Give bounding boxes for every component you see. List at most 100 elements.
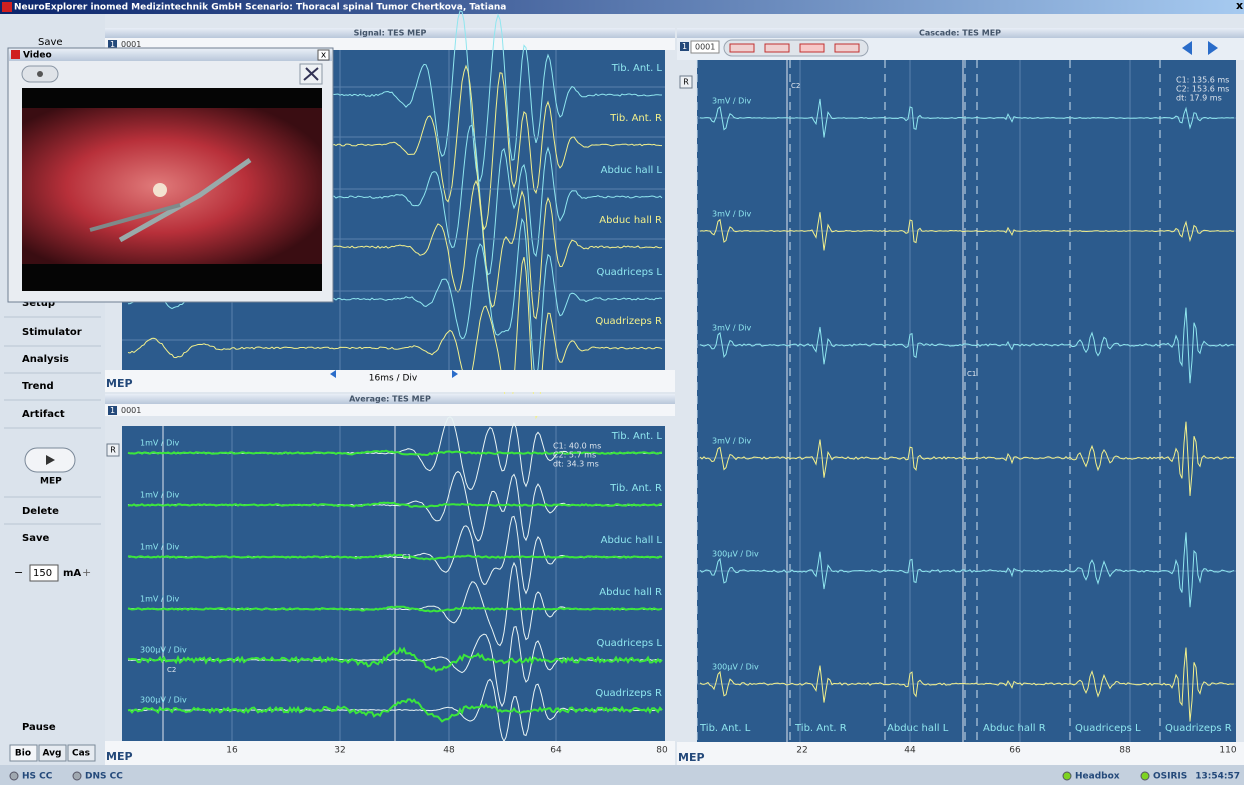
waveform <box>127 646 663 673</box>
prev-arrow[interactable] <box>330 370 336 378</box>
menu-item[interactable]: Trend <box>22 381 54 392</box>
waveform <box>127 256 663 420</box>
plot-area <box>122 426 665 741</box>
panel-header <box>105 28 675 38</box>
scale-label: 1mV / Div <box>140 491 180 500</box>
video-icon <box>11 50 20 59</box>
tab-label: Avg <box>43 749 62 759</box>
tab-label: Bio <box>15 749 31 759</box>
scale-label: 1mV / Div <box>140 543 180 552</box>
highlight <box>153 183 167 197</box>
id-badge <box>680 42 689 51</box>
record-id: 0001 <box>695 43 715 52</box>
panel-footer <box>677 742 1244 765</box>
cursor-marker: C2 <box>167 666 176 674</box>
view-button[interactable] <box>729 43 755 53</box>
channel-label: Abduc hall L <box>601 535 663 546</box>
prev-arrow[interactable] <box>1182 41 1192 55</box>
channel-label: Tib. Ant. R <box>609 483 662 494</box>
x-axis-label: 80 <box>656 746 668 756</box>
settings-icon <box>303 67 319 81</box>
tab[interactable] <box>67 744 96 762</box>
mep-label: MEP <box>40 477 62 487</box>
title-bar <box>0 0 1244 14</box>
channel-label: Abduc hall R <box>599 215 662 226</box>
scale-label: 3mV / Div <box>712 324 752 333</box>
status-led <box>1062 771 1072 781</box>
video-close[interactable]: x <box>321 51 327 61</box>
waveform <box>127 501 662 509</box>
current-plus[interactable]: + <box>82 566 91 579</box>
tab[interactable] <box>9 744 38 762</box>
video-titlebar <box>9 49 332 61</box>
channel-label: Quadrizeps R <box>595 688 662 699</box>
waveform <box>699 98 1235 138</box>
scale-label: 300µV / Div <box>712 663 759 672</box>
time-scale: 16ms / Div <box>369 374 418 384</box>
channel-label: Abduc hall R <box>983 723 1046 734</box>
scrollbar <box>1236 60 1244 742</box>
action-item[interactable]: Save <box>22 533 49 544</box>
current-minus[interactable]: − <box>14 566 23 579</box>
view-button[interactable] <box>834 43 860 53</box>
current-input[interactable] <box>29 564 59 582</box>
menu-item[interactable]: Artifact <box>22 409 65 420</box>
mep-tag: MEP <box>678 751 705 764</box>
next-arrow[interactable] <box>1208 41 1218 55</box>
menu-item[interactable]: Setup <box>22 298 55 309</box>
menu-item[interactable]: Analysis <box>22 354 69 365</box>
id-number: 1 <box>110 40 115 49</box>
panel-footer <box>105 741 675 765</box>
waveform <box>127 605 663 613</box>
cursor-marker: C1 <box>967 370 976 378</box>
channel-label: Quadrizeps R <box>595 316 662 327</box>
status-led <box>1140 771 1150 781</box>
view-button[interactable] <box>764 43 790 53</box>
close-button[interactable]: x <box>1236 0 1243 12</box>
waveform <box>127 698 663 723</box>
scale-label: 1mV / Div <box>140 439 180 448</box>
video-close-box <box>317 49 330 61</box>
waveform <box>128 553 663 561</box>
x-axis-label: 88 <box>1119 746 1131 756</box>
scale-label: 1mV / Div <box>140 595 180 604</box>
status-left: HS CC <box>22 772 53 782</box>
next-arrow[interactable] <box>452 370 458 378</box>
video-title: Video <box>23 51 52 61</box>
channel-label: Tib. Ant. L <box>611 63 663 74</box>
status-right: Headbox <box>1075 772 1120 782</box>
r-button <box>106 443 120 457</box>
panel-header <box>105 394 675 404</box>
panel-subheader <box>105 38 675 50</box>
app-icon <box>2 2 12 12</box>
tab[interactable] <box>38 744 67 762</box>
channel-label: Quadriceps L <box>1075 723 1141 734</box>
waveform <box>127 449 663 457</box>
scale-label: 3mV / Div <box>712 437 752 446</box>
status-bar <box>0 765 1244 785</box>
x-axis-label: 110 <box>1219 746 1236 756</box>
plot-area <box>697 60 1236 742</box>
r-label: R <box>110 446 116 455</box>
action-item[interactable]: Delete <box>22 506 59 517</box>
pause-item[interactable]: Pause <box>22 722 56 733</box>
id-number: 1 <box>110 406 115 415</box>
view-button[interactable] <box>799 43 825 53</box>
status-led <box>72 771 82 781</box>
cursor-marker: C1 <box>402 553 411 561</box>
current-unit: mA <box>63 568 81 579</box>
scale-label: 300µV / Div <box>140 696 187 705</box>
cursor-readout: C2: 153.6 ms <box>1176 85 1229 94</box>
channel-label: Tib. Ant. R <box>794 723 847 734</box>
menu-item[interactable]: Stimulator <box>22 327 82 338</box>
channel-label: Quadrizeps R <box>1165 723 1232 734</box>
panel-title: Signal: TES MEP <box>354 29 427 38</box>
x-axis-label: 66 <box>1009 746 1021 756</box>
scale-label: 3mV / Div <box>712 210 752 219</box>
x-axis-label: 16 <box>226 746 238 756</box>
sidebar-save[interactable]: Save <box>38 37 63 48</box>
cursor-readout: C1: 135.6 ms <box>1176 76 1229 85</box>
waveform <box>699 307 1235 384</box>
x-axis-label: 32 <box>334 746 345 756</box>
waveform <box>699 212 1235 251</box>
